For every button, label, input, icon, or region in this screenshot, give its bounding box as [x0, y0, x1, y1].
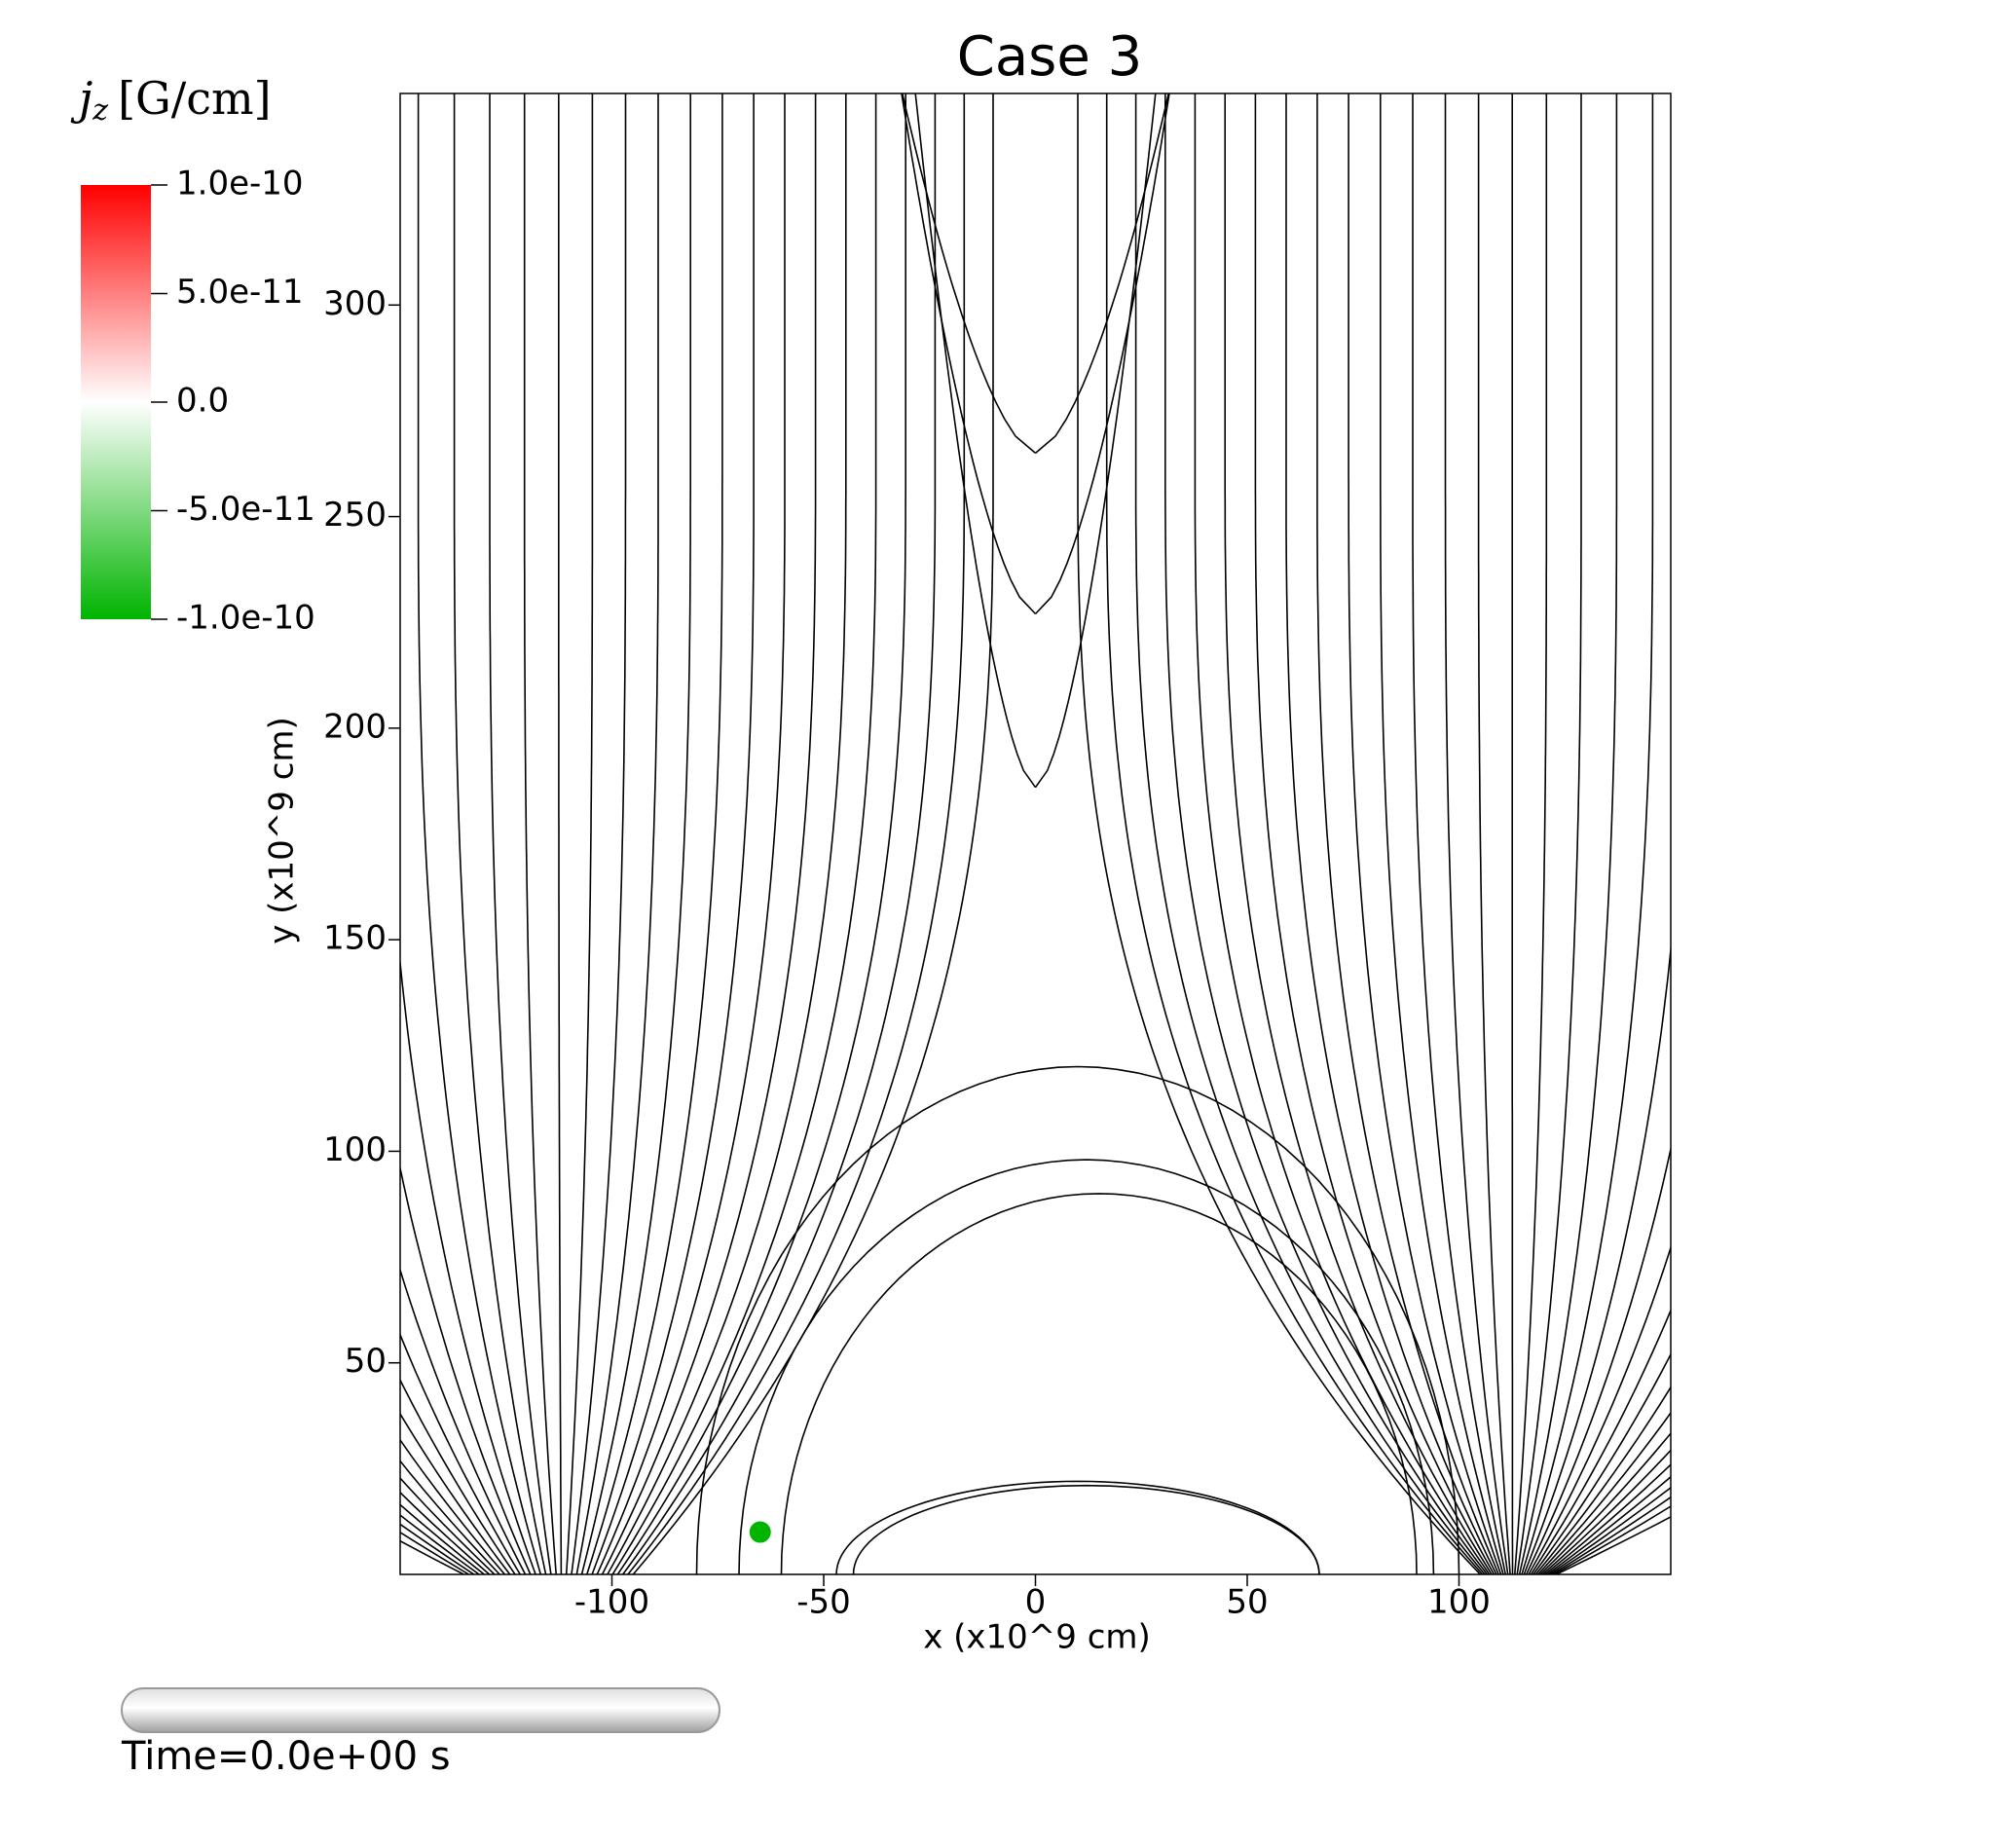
field-line [1554, 52, 1994, 1575]
field-line [1522, 52, 1652, 1575]
chart-title: Case 3 [957, 25, 1142, 89]
field-line [1078, 52, 1480, 1575]
y-tick-label: 100 [323, 1130, 387, 1169]
field-line [1557, 52, 1994, 1575]
field-line [576, 52, 658, 1575]
cusp-line [896, 55, 1036, 614]
field-line [455, 52, 546, 1575]
colorbar-tick-label: -5.0e-11 [176, 490, 315, 529]
field-line [1413, 52, 1505, 1575]
field-line [1479, 52, 1511, 1575]
field-line [419, 52, 541, 1575]
colorbar-tick-label: 1.0e-10 [176, 165, 304, 203]
field-line [603, 52, 816, 1575]
field-line [623, 52, 936, 1575]
field-line [567, 52, 593, 1575]
cusp-line [912, 59, 1036, 788]
colorbar-symbol: j [70, 72, 92, 125]
loop-line [836, 1481, 1319, 1574]
field-line [1317, 52, 1498, 1575]
loop-line [854, 1486, 1320, 1574]
colorbar-tick-label: 0.0 [176, 382, 229, 421]
field-line [1517, 52, 1581, 1575]
colorbar-tick-label: -1.0e-10 [176, 599, 315, 638]
x-tick-label: 50 [1226, 1583, 1268, 1622]
marker [750, 1522, 771, 1543]
x-tick-label: 100 [1427, 1583, 1491, 1622]
field-line [1381, 52, 1503, 1575]
field-line [1515, 52, 1547, 1575]
colorbar [81, 185, 151, 619]
field-line [617, 52, 905, 1575]
loop-line [739, 1160, 1433, 1574]
colorbar-tick-label: 5.0e-11 [176, 273, 304, 312]
field-line [266, 52, 520, 1575]
field-line [1538, 52, 1931, 1575]
field-line [1535, 52, 1887, 1575]
field-line [1225, 52, 1492, 1575]
x-tick-label: -100 [574, 1583, 649, 1622]
cusp-line [896, 64, 1036, 454]
y-tick-label: 250 [323, 496, 387, 535]
field-line [1524, 52, 1689, 1575]
field-line [1255, 52, 1494, 1575]
field-line [1547, 52, 1994, 1575]
y-tick-label: 150 [323, 919, 387, 958]
field-line [633, 52, 993, 1575]
time-label: Time=0.0e+00 s [121, 1734, 451, 1779]
field-line [1520, 52, 1617, 1575]
x-axis-label: x (x10^9 cm) [923, 1618, 1151, 1657]
x-tick-label: 0 [1025, 1583, 1047, 1622]
field-line [1532, 52, 1805, 1575]
colorbar-subscript: z [92, 93, 108, 128]
cusp-line [1036, 64, 1176, 454]
field-line [559, 52, 562, 1575]
field-line [1540, 52, 1976, 1575]
field-line [608, 52, 846, 1575]
y-tick-label: 300 [323, 284, 387, 323]
time-slider[interactable] [122, 1688, 720, 1732]
y-tick-label: 200 [323, 707, 387, 746]
field-line [525, 52, 557, 1575]
loop-line [782, 1194, 1418, 1574]
y-tick-label: 50 [345, 1342, 387, 1381]
colorbar-unit: [G/cm] [118, 72, 272, 125]
field-line [582, 52, 691, 1575]
field-line [1527, 52, 1727, 1575]
cusp-line [1036, 55, 1176, 614]
field-line [1107, 52, 1483, 1575]
field-line [1533, 52, 1846, 1575]
y-axis-label: y (x10^9 cm) [263, 717, 302, 944]
colorbar-title: jz [G/cm] [70, 72, 272, 128]
field-line [612, 52, 875, 1575]
field-line [1542, 52, 1994, 1575]
field-line [1446, 52, 1508, 1575]
x-tick-label: -50 [796, 1583, 851, 1622]
field-line [572, 52, 626, 1575]
field-line [592, 52, 754, 1575]
